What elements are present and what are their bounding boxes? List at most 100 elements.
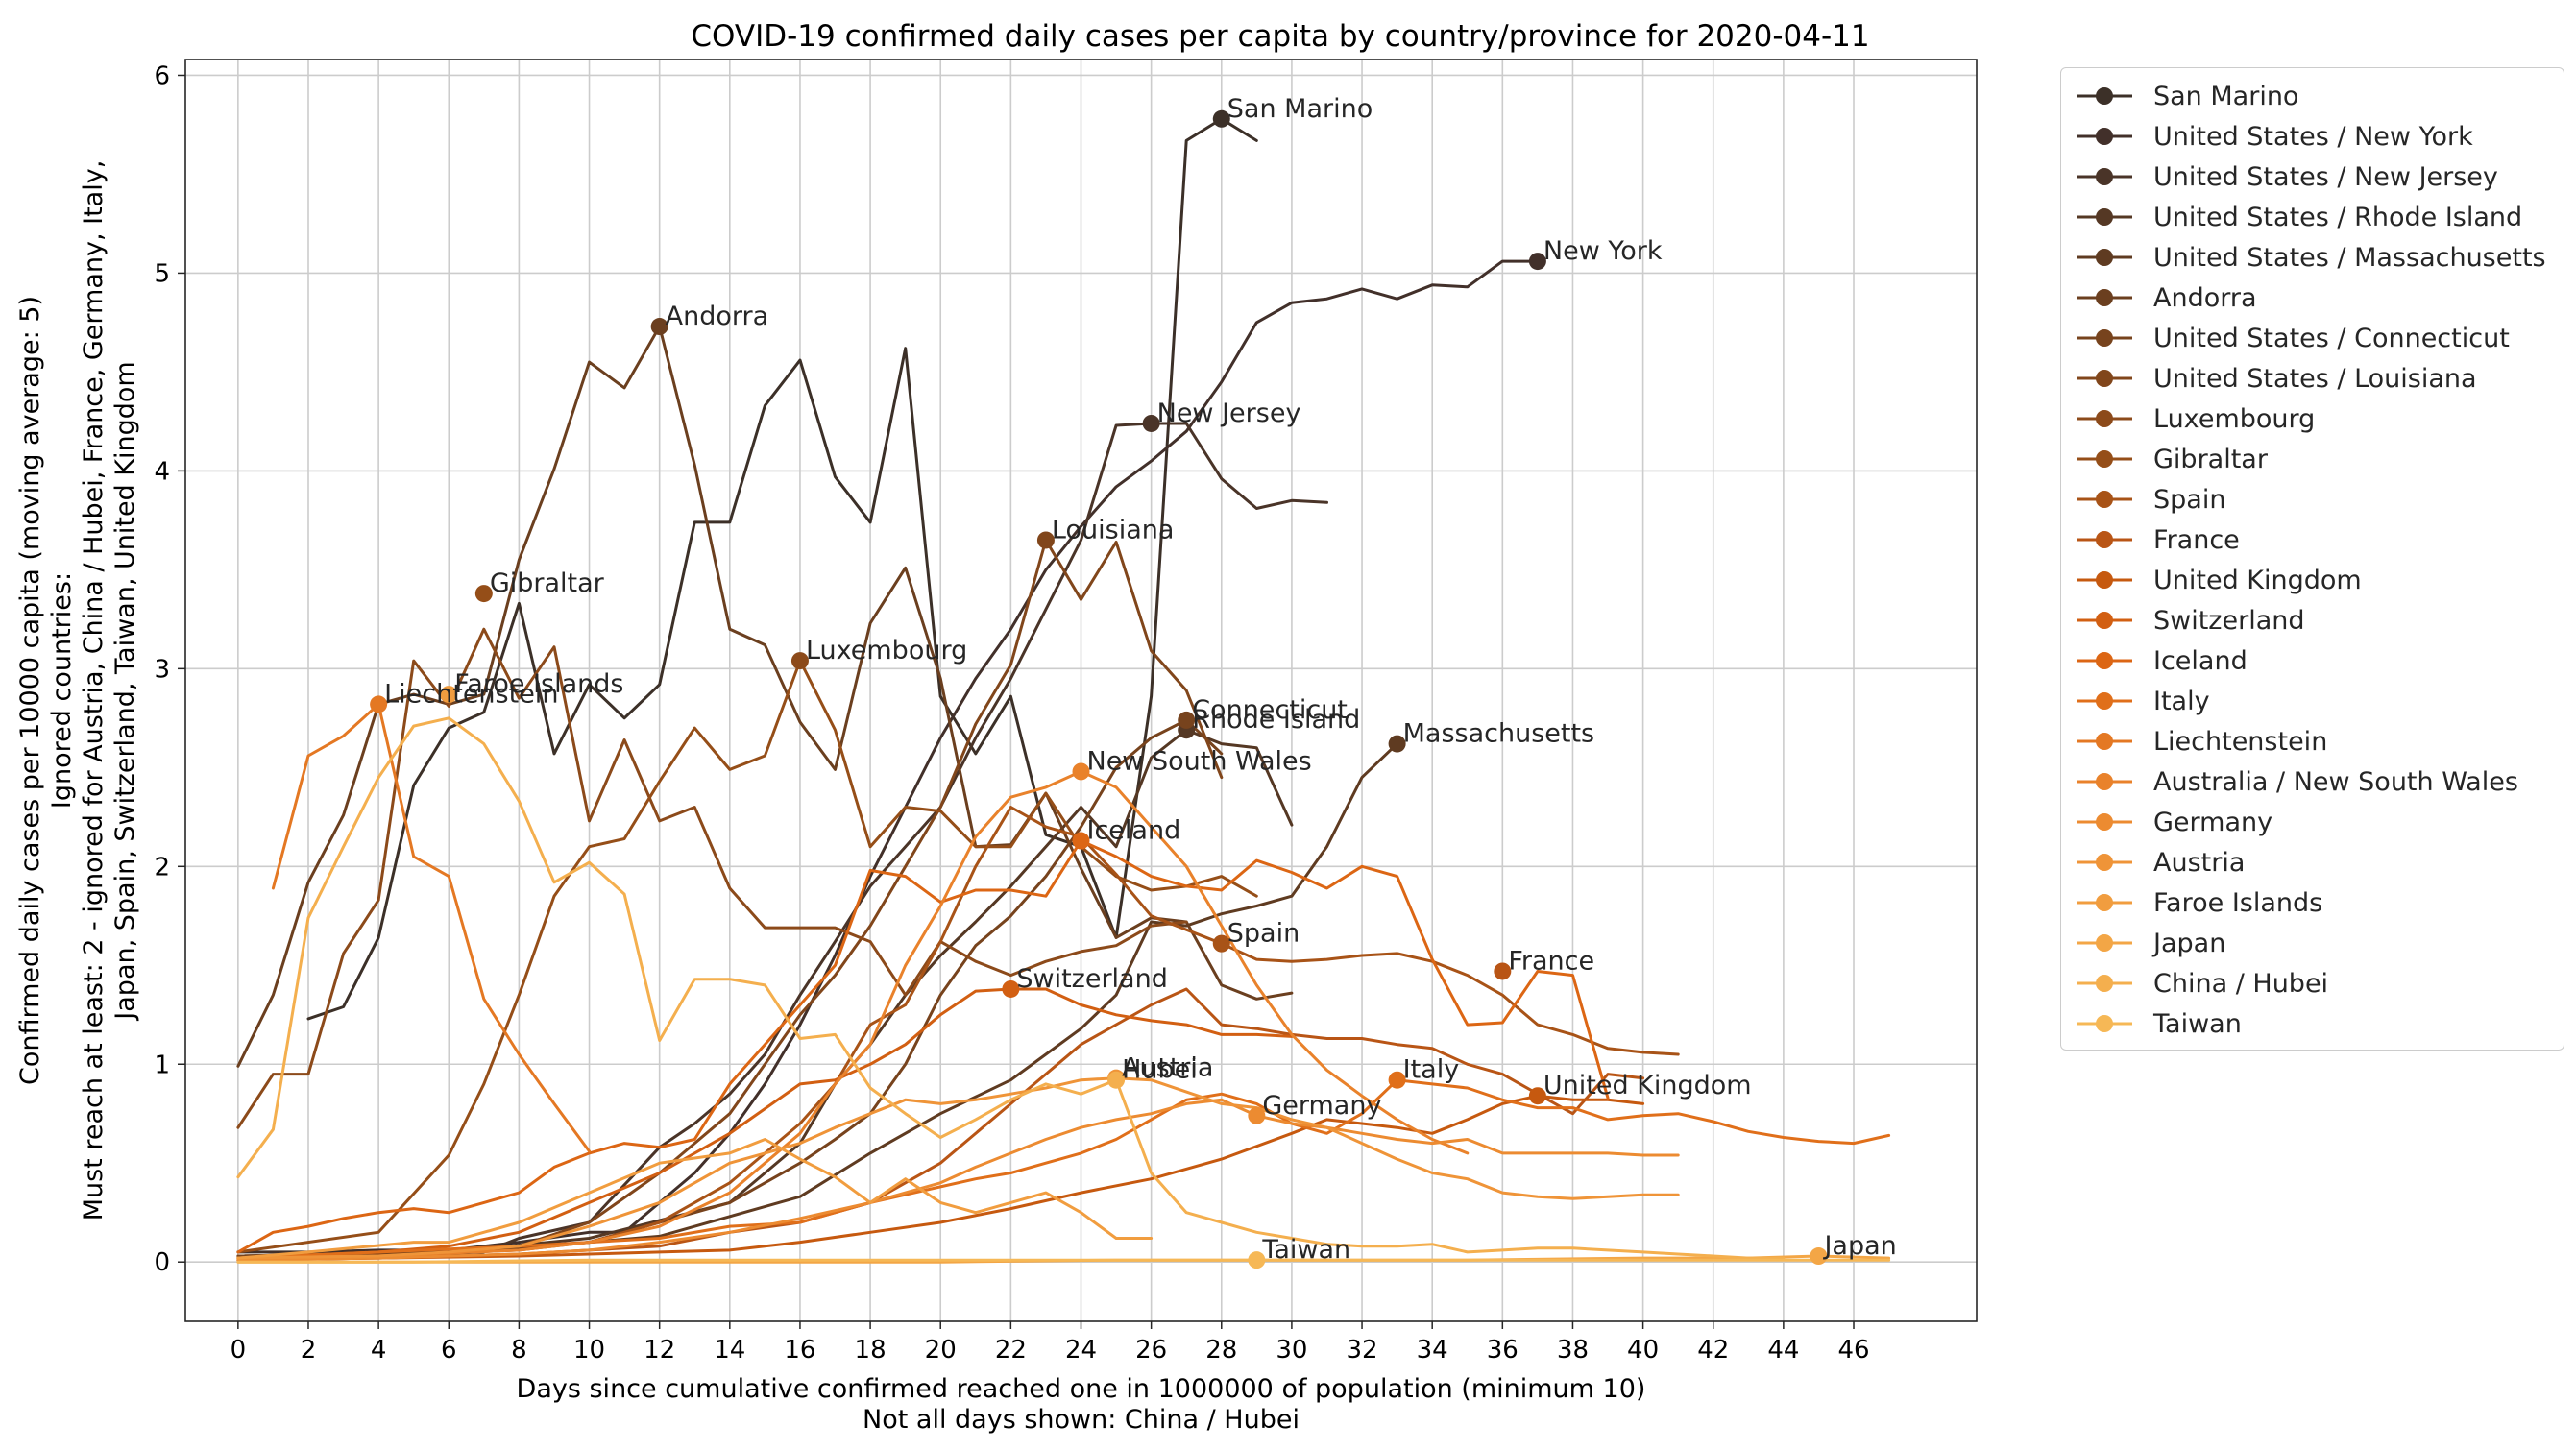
legend-item: United States / Massachusetts <box>2061 237 2564 278</box>
series-annotation: Japan <box>1822 1231 1896 1261</box>
legend-item: United States / New York <box>2061 116 2564 157</box>
series-line <box>236 987 1294 1260</box>
series-marker <box>474 585 493 603</box>
series-annotation: New York <box>1543 236 1663 266</box>
series-annotation: Taiwan <box>1261 1235 1350 1265</box>
legend-swatch <box>2077 854 2132 871</box>
legend-label: Germany <box>2153 807 2273 837</box>
legend-label: United States / New York <box>2153 121 2473 152</box>
legend-swatch <box>2077 612 2132 629</box>
series-marker <box>1528 253 1546 271</box>
legend-item: Austria <box>2061 842 2564 882</box>
legend-item: Faroe Islands <box>2061 882 2564 923</box>
series-marker <box>1388 735 1406 753</box>
legend-label: Gibraltar <box>2153 444 2268 474</box>
series-line <box>236 325 1294 1068</box>
series-marker <box>1072 762 1090 781</box>
y-axis-label: Confirmed daily cases per 10000 capita (… <box>15 160 140 1221</box>
series-annotation: Iceland <box>1087 816 1181 846</box>
series-marker <box>1388 1071 1406 1089</box>
series-annotation: Hubei <box>1122 1055 1198 1085</box>
legend-swatch <box>2077 531 2132 548</box>
legend-swatch <box>2077 571 2132 589</box>
x-tick-label: 24 <box>1065 1336 1097 1365</box>
series-line <box>236 742 1399 1260</box>
y-tick-label: 2 <box>154 853 170 882</box>
y-tick-label: 5 <box>154 259 170 288</box>
series-markers <box>370 109 1828 1269</box>
x-tick-label: 4 <box>371 1336 387 1365</box>
legend-swatch <box>2077 168 2132 185</box>
series-marker <box>440 686 458 704</box>
x-tick-label: 38 <box>1557 1336 1589 1365</box>
y-tick-label: 3 <box>154 655 170 684</box>
series-line <box>271 702 591 1153</box>
legend-item: Italy <box>2061 681 2564 721</box>
legend-item: Liechtenstein <box>2061 721 2564 761</box>
series-annotation: Liechtenstein <box>384 679 558 709</box>
series-annotation: Gibraltar <box>490 568 605 598</box>
series-line <box>236 259 1540 1254</box>
y-axis-ticks: 0 1 2 3 4 5 6 <box>154 61 185 1277</box>
series-line <box>236 1258 1891 1264</box>
legend-label: China / Hubei <box>2153 968 2329 999</box>
x-tick-label: 40 <box>1627 1336 1659 1365</box>
legend-label: Liechtenstein <box>2153 726 2328 757</box>
legend-item: Luxembourg <box>2061 399 2564 439</box>
legend-label: Japan <box>2153 928 2226 958</box>
legend-swatch <box>2077 87 2132 105</box>
series-line <box>236 659 1258 1254</box>
series-line <box>306 117 1258 1021</box>
legend-item: Japan <box>2061 923 2564 963</box>
y-tick-label: 0 <box>154 1248 170 1277</box>
x-tick-label: 14 <box>714 1336 745 1365</box>
series-marker <box>1178 711 1196 729</box>
series-line <box>236 539 1224 1260</box>
legend-item: Andorra <box>2061 278 2564 318</box>
x-tick-label: 16 <box>784 1336 815 1365</box>
x-tick-label: 12 <box>644 1336 675 1365</box>
series-annotation: New South Wales <box>1087 746 1312 776</box>
series-annotation: Rhode Island <box>1192 705 1360 735</box>
legend-item: United States / Rhode Island <box>2061 197 2564 237</box>
series-annotation: Faroe Islands <box>454 669 623 699</box>
legend-swatch <box>2077 329 2132 347</box>
series-marker <box>1528 1087 1546 1105</box>
legend-item: Taiwan <box>2061 1003 2564 1044</box>
legend-label: United States / Connecticut <box>2153 323 2510 353</box>
legend-item: Switzerland <box>2061 600 2564 640</box>
legend-label: Australia / New South Wales <box>2153 766 2518 797</box>
legend-swatch <box>2077 813 2132 831</box>
legend-item: Australia / New South Wales <box>2061 761 2564 802</box>
legend-item: United States / Connecticut <box>2061 318 2564 358</box>
series-annotation: Luxembourg <box>806 636 967 665</box>
series-marker <box>1142 414 1160 432</box>
legend-swatch <box>2077 692 2132 710</box>
legend-label: United States / New Jersey <box>2153 161 2498 192</box>
legend-label: Taiwan <box>2153 1008 2242 1039</box>
legend-swatch <box>2077 1015 2132 1032</box>
series-marker <box>1072 832 1090 850</box>
x-tick-label: 20 <box>925 1336 957 1365</box>
legend-item: Iceland <box>2061 640 2564 681</box>
series-marker <box>1107 1071 1126 1089</box>
chart-title: COVID-19 confirmed daily cases per capit… <box>691 19 1869 54</box>
series-annotation: France <box>1508 946 1594 976</box>
series-line <box>236 716 1786 1260</box>
legend-swatch <box>2077 934 2132 952</box>
series-marker <box>790 652 809 670</box>
legend-item: Spain <box>2061 479 2564 520</box>
x-tick-label: 8 <box>511 1336 527 1365</box>
legend-swatch <box>2077 773 2132 790</box>
x-tick-label: 32 <box>1347 1336 1378 1365</box>
x-tick-label: 18 <box>855 1336 887 1365</box>
legend: San Marino United States / New York United… <box>2060 67 2564 1051</box>
x-tick-label: 22 <box>995 1336 1027 1365</box>
legend-swatch <box>2077 450 2132 468</box>
legend-swatch <box>2077 975 2132 992</box>
x-axis-ticks: 0 2 4 6 8 10 12 14 16 18 20 22 24 26 28 30 32 34 36 38 40 42 4… <box>231 1321 1870 1365</box>
series-marker <box>1248 1251 1266 1269</box>
legend-swatch <box>2077 894 2132 911</box>
series-line <box>236 1076 1680 1260</box>
series-annotation: New Jersey <box>1157 399 1301 428</box>
